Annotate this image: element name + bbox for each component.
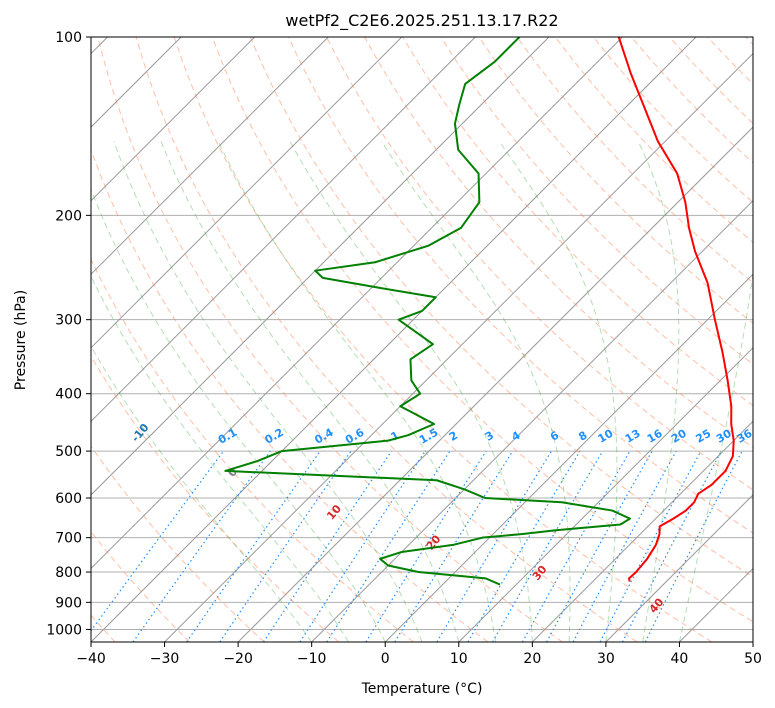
mixing-ratio-line xyxy=(467,450,581,642)
mixing-ratio-line xyxy=(599,450,702,642)
x-tick-label: −20 xyxy=(223,651,253,667)
moist-adiabat-line xyxy=(289,141,533,642)
moist-adiabat-line xyxy=(678,270,753,642)
dry-adiabat-line xyxy=(91,445,265,642)
mixing-ratio-line xyxy=(394,450,514,642)
isotherm-line xyxy=(91,37,550,496)
plot-frame xyxy=(90,36,754,643)
y-tick-label: 200 xyxy=(55,208,82,224)
dry-adiabat-line xyxy=(173,37,713,642)
isotherm-line xyxy=(458,347,753,642)
dewpoint-profile-line xyxy=(224,37,631,586)
moist-adiabat-line xyxy=(113,141,423,642)
chart-title: wetPf2_C2E6.2025.251.13.17.R22 xyxy=(285,11,558,31)
moist-adiabat-line xyxy=(637,141,680,642)
y-tick-label: 700 xyxy=(55,531,82,547)
dry-adiabat-line xyxy=(97,37,563,642)
moist-adiabat-line xyxy=(91,188,386,642)
x-tick-label: −30 xyxy=(150,651,180,667)
moist-adiabat-line xyxy=(498,141,618,642)
y-tick-label: 600 xyxy=(55,491,82,507)
mixing-ratio-lines xyxy=(91,450,743,642)
moist-adiabat-line xyxy=(91,275,349,642)
moist-adiabat-line xyxy=(217,141,497,642)
isotherm-line xyxy=(237,126,753,642)
isotherm-lines xyxy=(91,37,753,642)
isotherm-line xyxy=(91,37,623,570)
mixing-ratio-line xyxy=(219,450,352,642)
mixing-ratio-line xyxy=(299,450,426,642)
mixing-ratio-line xyxy=(365,450,487,642)
x-tick-label: 20 xyxy=(523,651,541,667)
y-axis-label: Pressure (hPa) xyxy=(13,290,29,390)
x-tick-label: 10 xyxy=(450,651,468,667)
y-tick-label: 300 xyxy=(55,313,82,329)
x-tick-label: 50 xyxy=(744,651,762,667)
mixing-ratio-line xyxy=(132,450,271,642)
moist-adiabat-line xyxy=(91,345,313,642)
x-tick-label: 40 xyxy=(671,651,689,667)
isotherm-line xyxy=(91,37,329,275)
mixing-ratio-line xyxy=(326,450,451,642)
isotherm-line xyxy=(91,37,256,202)
mixing-ratio-label: 36 xyxy=(735,427,755,446)
y-tick-label: 500 xyxy=(55,444,82,460)
x-tick-label: 0 xyxy=(381,651,390,667)
dry-adiabat-line xyxy=(326,37,753,491)
isotherm-line xyxy=(91,37,403,349)
mixing-ratio-line xyxy=(186,450,321,642)
dry-adiabat-line xyxy=(249,37,753,578)
moist-adiabat-line xyxy=(381,141,571,642)
y-axis-ticks: 1000 900 800 700 600 500 400 300 200 100 xyxy=(46,30,91,638)
y-tick-label: 800 xyxy=(55,565,82,581)
isotherm-line xyxy=(91,37,476,423)
isotherm-line xyxy=(91,37,697,642)
isotherm-line xyxy=(605,494,753,642)
y-tick-label: 400 xyxy=(55,387,82,403)
mixing-ratio-line xyxy=(436,450,553,642)
isotherm-line xyxy=(531,420,753,642)
temperature-profile-line xyxy=(617,37,735,582)
moist-adiabat-lines xyxy=(91,141,753,642)
x-axis-ticks: −40 −30 −20 −10 0 10 20 30 40 50 xyxy=(76,642,762,667)
dry-adiabat-line xyxy=(135,37,638,642)
isotherm-line xyxy=(384,273,753,642)
plot-area: -100-90-80-70-60-50-40-30-20-10010203040… xyxy=(91,37,755,642)
x-tick-label: 30 xyxy=(597,651,615,667)
dry-adiabat-line xyxy=(211,37,753,623)
mixing-ratio-line xyxy=(263,450,393,642)
y-tick-label: 900 xyxy=(55,595,82,611)
isotherm-line xyxy=(164,52,753,642)
moist-adiabat-line xyxy=(160,141,460,642)
dry-adiabat-line xyxy=(287,37,753,534)
mixing-ratio-line xyxy=(572,450,677,642)
y-tick-label: 1000 xyxy=(46,622,82,638)
y-tick-label: 100 xyxy=(55,30,82,46)
dry-adiabat-line xyxy=(91,258,414,642)
x-tick-label: −10 xyxy=(297,651,327,667)
x-tick-label: −40 xyxy=(76,651,106,667)
x-axis-label: Temperature (°C) xyxy=(361,681,483,697)
sounding-profiles xyxy=(224,37,735,586)
